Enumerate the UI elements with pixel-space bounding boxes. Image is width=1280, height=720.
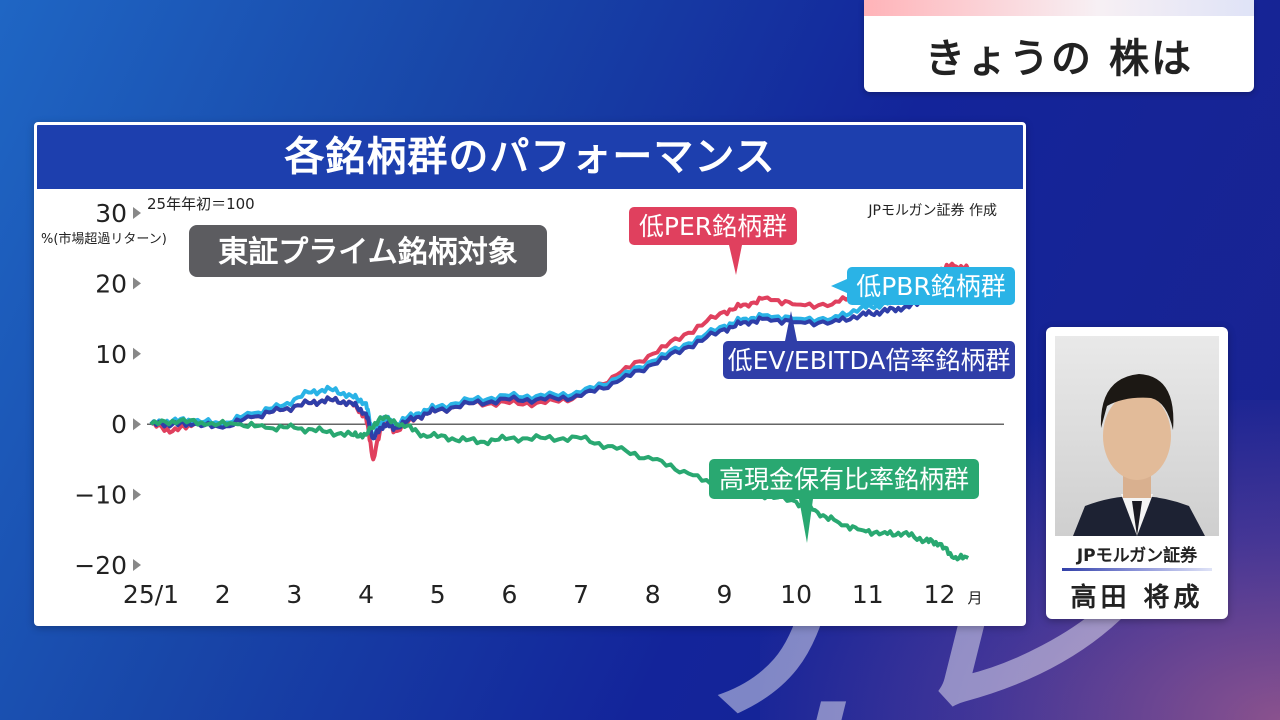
x-tick-label: 9 [716,580,732,609]
subset-badge [189,225,547,277]
callout-box-per [629,207,797,245]
x-tick-label: 8 [645,580,661,609]
analyst-divider [1062,568,1212,571]
y-tick-label: −10 [74,481,127,510]
callout-label-per: 低PER銘柄群 [639,212,787,241]
y-tick-label: 20 [95,269,127,298]
y-tick-marker [133,488,141,501]
x-tick-label: 11 [852,580,884,609]
y-tick-label: −20 [74,551,127,580]
series-line-ev [149,292,971,441]
analyst-name: 高田 将成 [1070,583,1204,613]
x-tick-label: 6 [501,580,517,609]
x-tick-label: 25/1 [123,580,179,609]
y-tick-label: 30 [95,199,127,228]
y-tick-label: 0 [111,410,127,439]
callout-pointer-ev [785,311,797,341]
base-note: 25年年初＝100 [147,195,255,213]
chart-panel-title: 各銘柄群のパフォーマンス [37,125,1023,189]
callout-label-pbr: 低PBR銘柄群 [856,272,1006,301]
series-line-pbr [149,278,970,441]
performance-chart: 25年年初＝100 %(市場超過リターン) JPモルガン証券 作成東証プライム銘柄対… [41,195,1015,609]
analyst-portrait [1073,374,1205,536]
source-note: JPモルガン証券 作成 [867,203,997,219]
series-line-cash [149,414,970,562]
x-tick-label: 4 [358,580,374,609]
subset-label: 東証プライム銘柄対象 [218,235,517,270]
analyst-card: JPモルガン証券 高田 将成 [1046,327,1228,619]
segment-title-tag: きょうの 株は [864,0,1254,92]
callout-box-ev [723,341,1015,379]
callout-box-cash [709,459,979,499]
callout-box-pbr [847,267,1015,305]
callout-pointer-per [729,245,742,275]
segment-title: きょうの 株は [925,36,1193,82]
x-tick-label: 3 [286,580,302,609]
y-tick-marker [133,277,141,290]
callout-pointer-cash [799,499,813,543]
y-tick-marker [133,347,141,360]
x-tick-label: 5 [430,580,446,609]
callout-label-ev: 低EV/EBITDA倍率銘柄群 [728,346,1011,375]
x-tick-label: 10 [780,580,812,609]
y-tick-marker [133,418,141,431]
x-tick-label: 12 [924,580,956,609]
y-tick-marker [133,207,141,219]
tag-accent-bar [864,0,1254,16]
callout-label-cash: 高現金保有比率銘柄群 [719,465,969,494]
y-tick-label: 10 [95,340,127,369]
chart-panel: 各銘柄群のパフォーマンス 25年年初＝100 %(市場超過リターン) JPモルガン証… [34,122,1026,626]
x-unit-label: 月 [967,589,982,607]
y-axis-label: %(市場超過リターン) [41,231,167,247]
callout-pointer-pbr [831,279,847,293]
analyst-company: JPモルガン証券 [1076,546,1198,566]
analyst-photo [1055,336,1219,536]
y-tick-marker [133,559,141,571]
x-tick-label: 2 [215,580,231,609]
x-tick-label: 7 [573,580,589,609]
